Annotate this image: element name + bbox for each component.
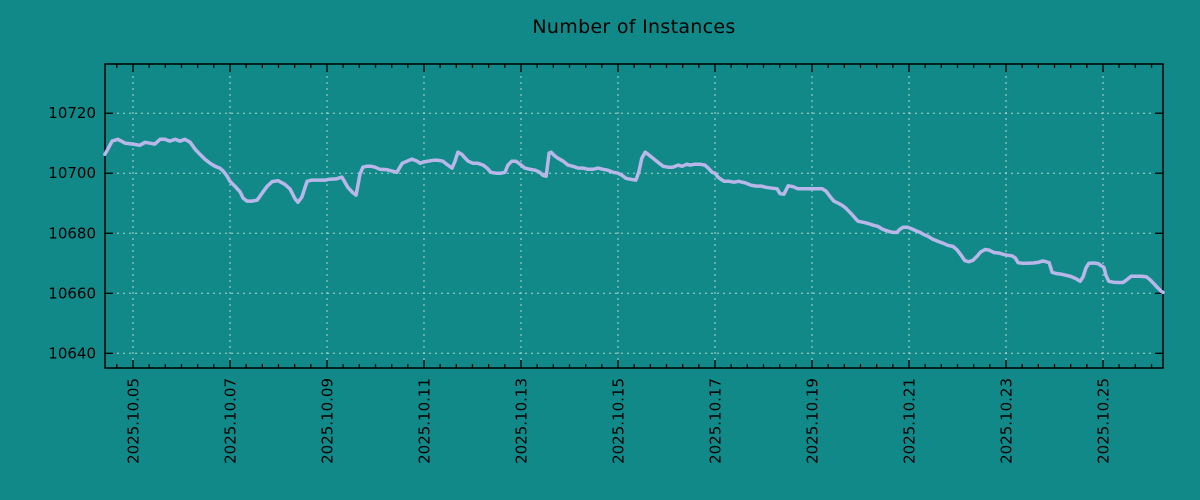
x-tick-label: 2025.10.07 (221, 378, 239, 464)
data-line-instances (103, 137, 1165, 295)
y-tick-label: 10640 (48, 344, 96, 362)
x-tick-label: 2025.10.05 (124, 378, 142, 464)
x-tick-label: 2025.10.17 (706, 378, 724, 464)
y-tick-label: 10720 (48, 104, 96, 122)
x-tick-label: 2025.10.21 (901, 378, 919, 464)
y-tick-label: 10680 (48, 224, 96, 242)
x-tick-label: 2025.10.09 (318, 378, 336, 464)
x-tick-label: 2025.10.13 (512, 378, 530, 464)
axis-ticks (105, 64, 1163, 368)
x-tick-label: 2025.10.11 (415, 378, 433, 464)
y-tick-label: 10700 (48, 164, 96, 182)
x-tick-label: 2025.10.19 (803, 378, 821, 464)
x-tick-label: 2025.10.25 (1095, 378, 1113, 464)
y-tick-labels: 10640 10660 10680 10700 10720 (48, 104, 96, 362)
x-tick-label: 2025.10.15 (609, 378, 627, 464)
grid-lines (105, 64, 1163, 368)
chart-title: Number of Instances (532, 16, 736, 38)
x-tick-labels: 2025.10.05 2025.10.07 2025.10.09 2025.10.11… (124, 378, 1112, 464)
y-tick-label: 10660 (48, 284, 96, 302)
x-tick-label: 2025.10.23 (998, 378, 1016, 464)
plot-border (104, 63, 1164, 369)
